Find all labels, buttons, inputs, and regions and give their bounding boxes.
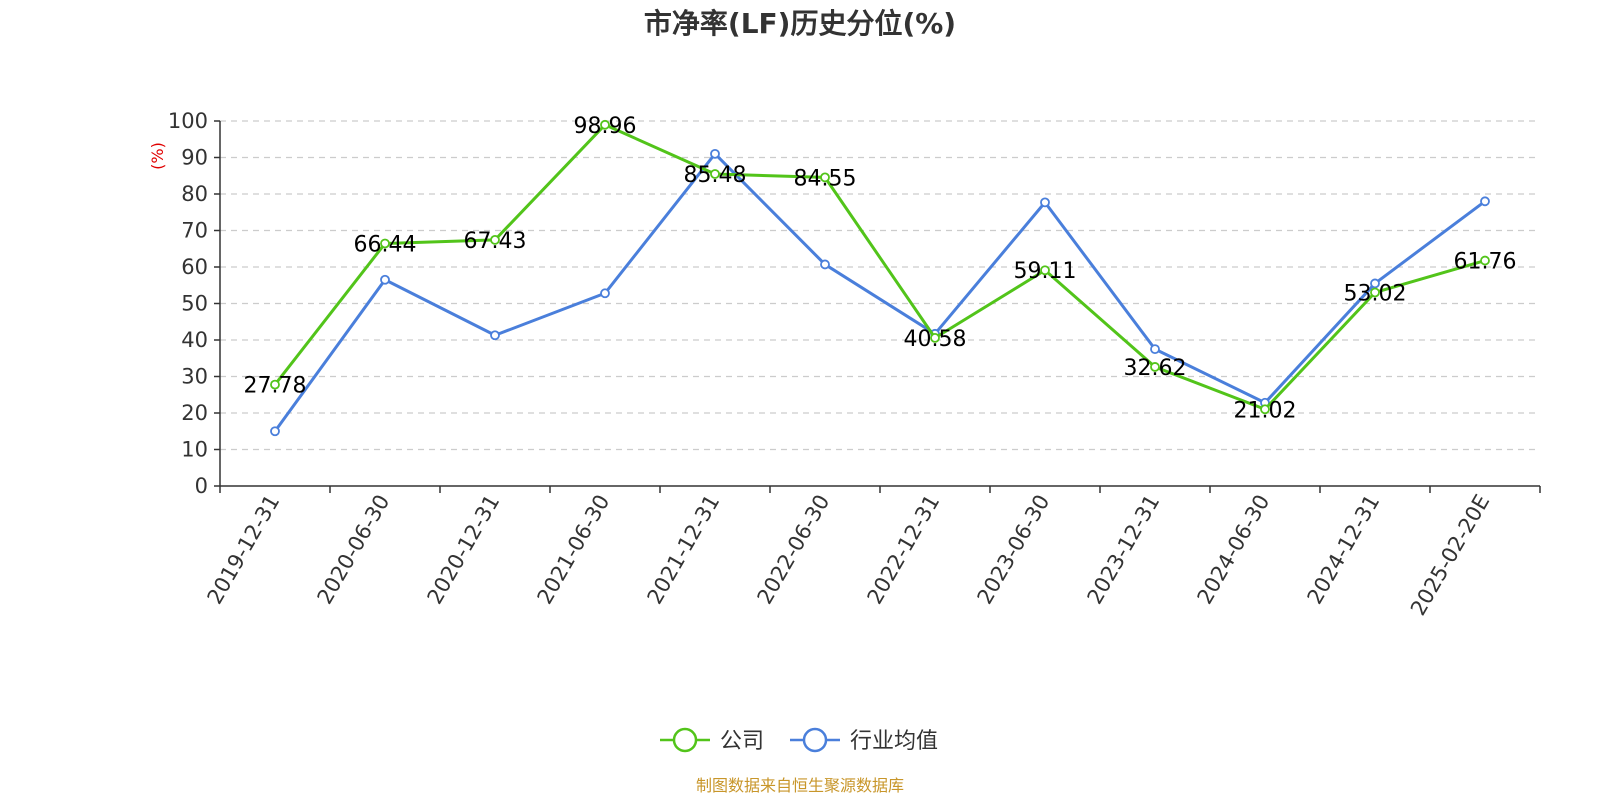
data-label: 67.43 (464, 229, 527, 254)
series-point-1[interactable] (380, 274, 390, 285)
series-point-1[interactable] (270, 426, 280, 437)
x-tick-label: 2023-06-30 (973, 491, 1055, 609)
data-label: 53.02 (1344, 281, 1407, 306)
series-point-0[interactable] (930, 332, 940, 343)
x-tick-label: 2023-12-31 (1083, 491, 1165, 609)
y-axis-unit: (%) (148, 142, 167, 170)
series-point-1[interactable] (490, 330, 500, 341)
data-label: 84.55 (794, 166, 857, 191)
data-label: 85.48 (684, 163, 747, 188)
series-point-0[interactable] (1260, 404, 1270, 415)
source-note: 制图数据来自恒生聚源数据库 (696, 776, 904, 795)
series-point-0[interactable] (380, 238, 390, 249)
x-tick-label: 2019-12-31 (203, 491, 285, 609)
legend[interactable]: 公司 行业均值 (660, 727, 938, 754)
series-point-0[interactable] (1150, 362, 1160, 372)
x-tick-label: 2020-12-31 (423, 491, 505, 609)
legend-label: 公司 (720, 729, 764, 754)
data-labels: 27.78 66.44 67.43 98.96 85.48 84.55 40.58 59.11… (244, 114, 1517, 423)
y-tick-label: 100 (168, 109, 208, 133)
y-tick-label: 60 (181, 255, 208, 279)
series-point-0[interactable] (820, 172, 830, 183)
series-point-1[interactable] (1040, 197, 1050, 208)
series-point-1[interactable] (600, 288, 610, 299)
x-tick-label: 2021-06-30 (533, 491, 615, 609)
x-tick-label: 2024-12-31 (1303, 491, 1385, 609)
legend-item-0[interactable]: 公司 (660, 727, 764, 754)
y-tick-label: 30 (181, 365, 208, 389)
data-label: 32.62 (1124, 356, 1187, 381)
data-label: 40.58 (904, 327, 967, 352)
legend-marker (672, 727, 698, 753)
series-point-0[interactable] (490, 234, 500, 245)
series-point-1[interactable] (820, 259, 830, 270)
data-label: 21.02 (1234, 398, 1297, 423)
chart-title: 市净率(LF)历史分位(%) (644, 7, 956, 40)
y-tick-label: 80 (181, 182, 208, 206)
x-tick-label: 2021-12-31 (643, 491, 725, 609)
x-tick-label: 2020-06-30 (313, 491, 395, 609)
series-point-1[interactable] (1370, 278, 1380, 289)
series-point-0[interactable] (600, 119, 610, 130)
x-tick-label: 2024-06-30 (1193, 491, 1275, 609)
y-tick-label: 90 (181, 146, 208, 170)
series-point-1[interactable] (1150, 344, 1160, 355)
data-label: 61.76 (1454, 250, 1517, 275)
data-label: 27.78 (244, 374, 307, 399)
series-line-1 (273, 152, 1486, 433)
series-point-0[interactable] (270, 379, 280, 390)
series-line-0 (273, 123, 1486, 411)
x-axis-ticks: 2019-12-31 2020-06-30 2020-12-31 2021-06-30… (203, 486, 1541, 620)
grid-lines (220, 120, 1540, 451)
x-tick-label: 2022-06-30 (753, 491, 835, 609)
series-point-0[interactable] (1370, 287, 1380, 298)
y-tick-label: 0 (195, 474, 208, 498)
y-tick-label: 40 (181, 328, 208, 352)
data-label: 59.11 (1014, 259, 1077, 284)
series-point-0[interactable] (1040, 265, 1050, 276)
y-tick-label: 50 (181, 292, 208, 316)
y-tick-label: 10 (181, 438, 208, 462)
series-point-0[interactable] (1480, 255, 1490, 266)
x-tick-label: 2022-12-31 (863, 491, 945, 609)
y-tick-label: 20 (181, 401, 208, 425)
series-point-0[interactable] (710, 169, 720, 179)
y-tick-label: 70 (181, 219, 208, 243)
legend-item-1[interactable]: 行业均值 (790, 727, 938, 754)
series-point-1[interactable] (710, 148, 720, 159)
legend-label: 行业均值 (850, 729, 938, 754)
x-tick-label: 2025-02-20E (1406, 491, 1494, 620)
series-layer (270, 119, 1490, 437)
data-label: 98.96 (574, 114, 637, 139)
y-axis-ticks: 0 10 20 30 40 50 60 70 80 90 100 (168, 109, 220, 498)
data-label: 66.44 (354, 232, 417, 257)
series-point-1[interactable] (1480, 196, 1490, 207)
legend-marker (802, 727, 828, 753)
